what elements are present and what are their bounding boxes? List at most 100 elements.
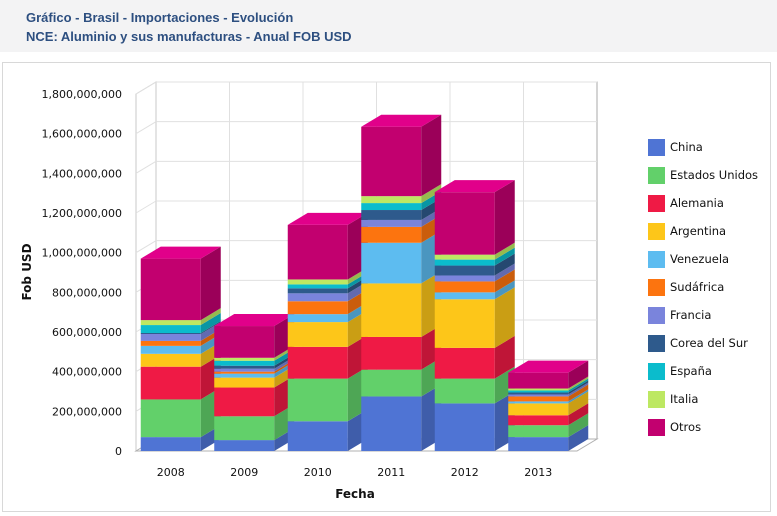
bar-segment-alemania: [508, 415, 569, 426]
bar-side-otros: [568, 360, 589, 389]
legend-label: Italia: [670, 392, 699, 406]
bar-segment-estados-unidos: [214, 416, 275, 441]
bar-side-argentina: [568, 391, 589, 416]
legend-item[interactable]: Alemania: [648, 193, 758, 221]
bar-segment-venezuela: [287, 314, 348, 323]
y-tick-label: 1,800,000,000: [42, 88, 122, 101]
bar-segment-francia: [361, 219, 422, 227]
bar-segment-españa: [361, 203, 422, 211]
bar-segment-venezuela: [361, 242, 422, 284]
bar-side-italia: [568, 376, 589, 391]
bar-side-sudáfrica: [494, 269, 515, 293]
bar-segment-argentina: [434, 299, 495, 348]
bar-top: [214, 314, 295, 327]
bar-segment-venezuela: [140, 345, 201, 354]
bar-side-alemania: [568, 403, 589, 426]
bar-segment-china: [140, 437, 201, 451]
legend-item[interactable]: Corea del Sur: [648, 333, 758, 361]
legend-swatch: [648, 391, 665, 408]
bar-stack-2013: [508, 360, 589, 451]
bar-segment-argentina: [287, 322, 348, 347]
bar-side-españa: [494, 247, 515, 266]
bar-segment-china: [361, 396, 422, 451]
bar-segment-argentina: [140, 353, 201, 367]
legend-swatch: [648, 363, 665, 380]
legend-item[interactable]: China: [648, 137, 758, 165]
bar-segment-italia: [140, 320, 201, 326]
bar-top: [508, 360, 589, 373]
gridline-side: [135, 200, 157, 214]
bar-stack-2008: [140, 246, 221, 451]
legend-item[interactable]: Italia: [648, 389, 758, 417]
y-tick-label: 600,000,000: [52, 326, 122, 339]
x-tick-label: 2011: [377, 466, 405, 479]
bar-segment-venezuela: [214, 373, 275, 378]
bar-segment-españa: [214, 360, 275, 366]
bar-top: [361, 114, 442, 127]
x-tick-label: 2013: [524, 466, 552, 479]
legend-item[interactable]: Estados Unidos: [648, 165, 758, 193]
bar-segment-estados-unidos: [361, 369, 422, 397]
bar-segment-otros: [287, 224, 348, 280]
chart-legend: China Estados Unidos Alemania Argentina Vene…: [648, 137, 758, 445]
bar-segment-argentina: [508, 403, 569, 416]
y-tick-label: 1,400,000,000: [42, 167, 122, 180]
bar-segment-corea-del-sur: [361, 210, 422, 220]
legend-swatch: [648, 223, 665, 240]
legend-swatch: [648, 139, 665, 156]
legend-item[interactable]: Francia: [648, 305, 758, 333]
bar-side-alemania: [494, 335, 515, 379]
bar-segment-china: [214, 440, 275, 451]
legend-item[interactable]: Argentina: [648, 221, 758, 249]
x-axis-ticks: 2008 2009 2010 2011 2012 2013: [157, 466, 553, 479]
bar-stack-2012: [434, 180, 515, 451]
bar-segment-alemania: [140, 366, 201, 400]
bar-segment-italia: [434, 254, 495, 260]
legend-swatch: [648, 419, 665, 436]
legend-swatch: [648, 279, 665, 296]
gridline-side: [135, 240, 157, 254]
legend-label: China: [670, 140, 703, 154]
bar-segment-alemania: [361, 336, 422, 370]
bar-segment-argentina: [361, 283, 422, 337]
bar-side-italia: [421, 184, 442, 204]
bar-side-argentina: [494, 287, 515, 348]
legend-item[interactable]: Venezuela: [648, 249, 758, 277]
legend-item[interactable]: Otros: [648, 417, 758, 445]
gridline-side: [135, 81, 157, 95]
legend-label: España: [670, 364, 712, 378]
bar-segment-estados-unidos: [508, 425, 569, 438]
legend-item[interactable]: Sudáfrica: [648, 277, 758, 305]
x-tick-label: 2009: [230, 466, 258, 479]
legend-label: Venezuela: [670, 252, 730, 266]
bar-segment-china: [434, 403, 495, 451]
y-tick-label: 1,200,000,000: [42, 207, 122, 220]
y-axis-title: Fob USD: [20, 243, 34, 300]
bar-segment-estados-unidos: [287, 378, 348, 422]
chart-title: Gráfico - Brasil - Importaciones - Evolu…: [26, 10, 294, 25]
bar-segment-italia: [361, 196, 422, 204]
chart-subtitle: NCE: Aluminio y sus manufacturas - Anual…: [26, 29, 352, 44]
bar-segment-francia: [434, 275, 495, 282]
bar-segment-sudáfrica: [361, 226, 422, 243]
legend-label: Alemania: [670, 196, 724, 210]
bar-segment-españa: [140, 325, 201, 333]
bar-segment-estados-unidos: [140, 399, 201, 438]
bar-stack-2011: [361, 114, 442, 451]
bar-side-francia: [494, 263, 515, 282]
bar-segment-alemania: [287, 346, 348, 379]
bar-segment-francia: [508, 394, 569, 397]
bar-segment-china: [287, 421, 348, 451]
bar-side-italia: [200, 308, 221, 326]
bar-segment-estados-unidos: [434, 378, 495, 404]
y-tick-label: 0: [115, 445, 122, 458]
legend-label: Corea del Sur: [670, 336, 748, 350]
bar-segment-sudáfrica: [508, 396, 569, 402]
bar-segment-corea-del-sur: [140, 332, 201, 334]
legend-swatch: [648, 167, 665, 184]
bar-segment-españa: [508, 390, 569, 393]
bar-segment-españa: [434, 259, 495, 266]
legend-item[interactable]: España: [648, 361, 758, 389]
legend-swatch: [648, 251, 665, 268]
